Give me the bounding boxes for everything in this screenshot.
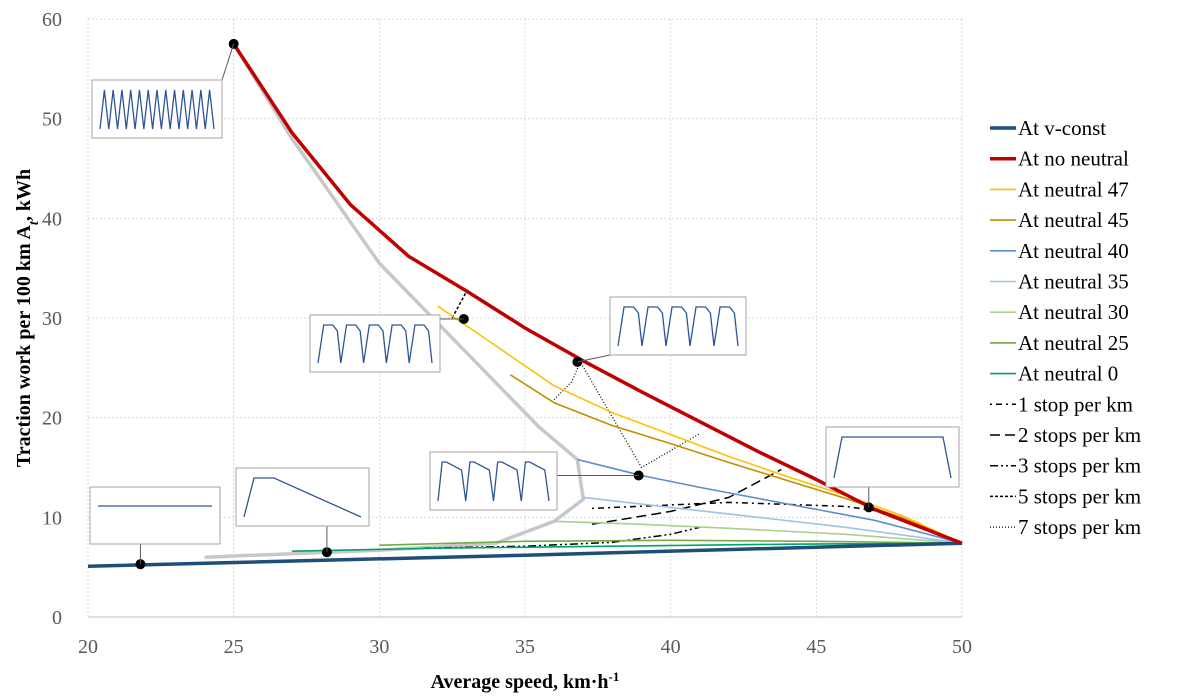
series-line-0: [87, 541, 963, 568]
insets-layer: [89, 43, 960, 565]
inset-box: [429, 451, 558, 511]
inset-speed-profile: [243, 477, 362, 518]
y-axis-title-text: Traction work per 100 km A: [13, 224, 35, 467]
inset-speed-profile: [833, 436, 952, 479]
data-marker: [863, 502, 874, 513]
series-line-8: [291, 542, 963, 552]
x-tick-label: 25: [224, 636, 244, 658]
inset-speed-profile: [99, 89, 215, 130]
inset-box: [91, 79, 223, 139]
inset-box: [825, 426, 960, 488]
series-line-2: [437, 305, 963, 544]
legend-label: 7 stops per km: [1018, 515, 1141, 539]
y-tick-label: 20: [42, 408, 62, 430]
legend-label: At neutral 47: [1018, 177, 1129, 201]
x-tick-label: 30: [369, 636, 389, 658]
y-tick-label: 10: [42, 507, 62, 529]
inset-speed-profile: [617, 306, 739, 347]
series-line-7: [379, 539, 963, 546]
inset-speed-profile: [317, 324, 433, 364]
inset-leader-line: [577, 354, 611, 363]
legend-label: At neutral 25: [1018, 331, 1129, 355]
x-axis-title: Average speed, km·h-1: [431, 669, 620, 694]
legend-label: At neutral 30: [1018, 300, 1129, 324]
y-tick-label: 50: [42, 109, 62, 131]
legend-label: At v-const: [1018, 116, 1106, 140]
x-tick-label: 35: [515, 636, 535, 658]
inset-box: [609, 296, 747, 356]
x-axis-title-text: Average speed, km·h: [431, 671, 609, 693]
inset-leader-line: [221, 43, 235, 81]
y-axis-title-tail: , kWh: [13, 169, 35, 221]
inset-speed-profile: [437, 461, 550, 502]
x-axis-title-sup: -1: [609, 669, 620, 684]
legend-label: At neutral 35: [1018, 270, 1129, 294]
legend-label: At neutral 0: [1018, 362, 1118, 386]
legend-label: 2 stops per km: [1018, 423, 1141, 447]
y-tick-label: 30: [42, 308, 62, 330]
series-line-12: [451, 290, 468, 319]
inset-box: [235, 467, 370, 527]
y-tick-label: 60: [42, 9, 62, 31]
legend-label: At neutral 45: [1018, 208, 1129, 232]
series-line-10: [591, 468, 782, 526]
inset-box: [309, 314, 441, 373]
legend-label: 5 stops per km: [1018, 484, 1141, 508]
legend: At v-const At no neutral At neutral 47 At n…: [990, 116, 1141, 539]
x-tick-label: 40: [661, 636, 681, 658]
x-tick-label: 45: [806, 636, 826, 658]
legend-label: 1 stop per km: [1018, 392, 1133, 416]
y-axis-title: Traction work per 100 km At, kWh: [13, 169, 42, 467]
y-tick-label: 0: [52, 607, 62, 629]
legend-label: At no neutral: [1018, 147, 1129, 171]
inset-box: [89, 486, 221, 545]
tick-labels: 0 10 20 30 40 50 60 20 25 30 35 40 45 50: [42, 9, 972, 658]
legend-label: 3 stops per km: [1018, 454, 1141, 478]
legend-label: At neutral 40: [1018, 239, 1129, 263]
y-axis-title-sub: t: [27, 220, 42, 225]
series-line-6: [554, 520, 963, 544]
x-tick-label: 20: [78, 636, 98, 658]
y-tick-label: 40: [42, 208, 62, 230]
series-line-5: [583, 496, 963, 544]
x-tick-label: 50: [952, 636, 972, 658]
